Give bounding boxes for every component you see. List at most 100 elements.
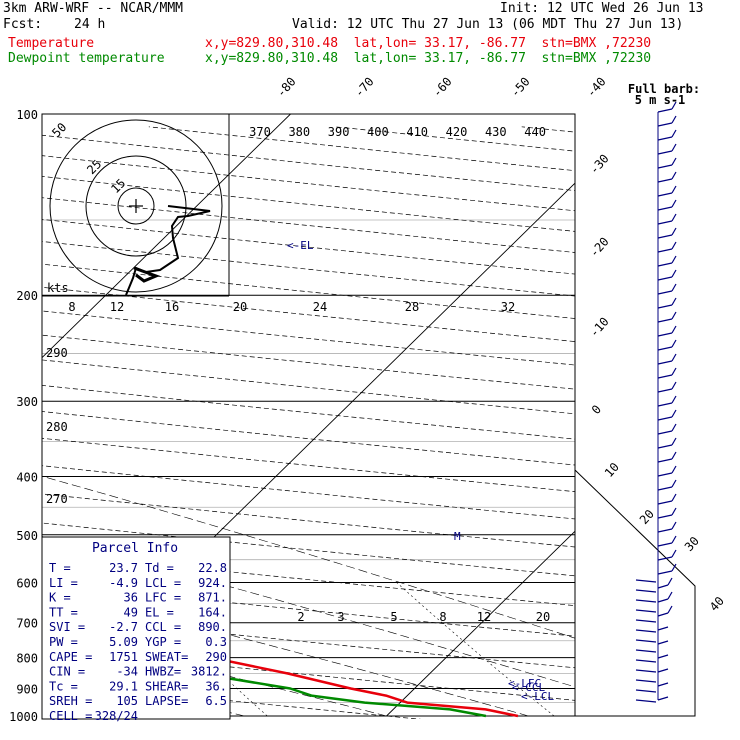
parcel-info-key: LFC =: [145, 591, 181, 605]
parcel-info-value: 23.7: [109, 561, 138, 575]
wind-barb-flag: [671, 101, 677, 110]
wind-barb: [657, 304, 673, 309]
wind-barb-flag: [671, 213, 677, 222]
isotherm-label: -20: [587, 235, 612, 260]
wind-barb-flag: [671, 143, 677, 152]
wind-barb: [657, 150, 673, 155]
wind-barb: [657, 178, 673, 183]
wind-barb: [657, 682, 669, 687]
parcel-info-key: Tc =: [49, 679, 78, 693]
isotherm-line: [386, 530, 575, 717]
wind-barb: [657, 164, 673, 169]
theta-label: 440: [524, 125, 546, 139]
wind-barb: [657, 430, 673, 435]
wind-barb: [657, 360, 673, 365]
pressure-tick-label: 800: [16, 652, 38, 666]
wind-barb-flag: [671, 465, 677, 474]
parcel-info-value: 6.5: [205, 694, 227, 708]
isotherm-label: -80: [274, 75, 299, 100]
wind-barb-flag: [671, 311, 677, 320]
hodograph-ring: [85, 155, 187, 257]
parcel-info-key: CAPE =: [49, 650, 92, 664]
parcel-info-value: 164.: [198, 605, 227, 619]
lfc-level-label: <-LFC: [508, 677, 541, 690]
wind-barb-flag: [671, 297, 677, 306]
parcel-info-box: Parcel Info T = 23.7 Td = 22.8 LI = -4.9 LCL = 9…: [41, 536, 231, 723]
wind-barb-flag: [671, 493, 677, 502]
pressure-tick-label: 100: [16, 108, 38, 122]
mixing-ratio-label: 5: [390, 610, 397, 624]
wind-barb: [657, 626, 669, 631]
parcel-info-key: SVI =: [49, 620, 85, 634]
mixing-ratio-line: [396, 582, 555, 717]
profiles: [42, 628, 519, 718]
mixing-ratio-label: 8: [439, 610, 446, 624]
hodograph-ring-label: 15: [108, 176, 128, 196]
dry-adiabat-line: [42, 552, 575, 606]
parcel-info-key: HWBZ=: [145, 665, 181, 679]
wind-barb: [657, 528, 673, 533]
isotherm-label: 0: [589, 402, 604, 417]
parcel-info-key: SWEAT=: [145, 650, 188, 664]
wind-barb-flag: [671, 409, 677, 418]
hodograph-units-label: kts: [47, 281, 69, 295]
wind-barb: [657, 248, 673, 253]
temperature-legend: Temperature: [8, 36, 95, 51]
parcel-info-key: CCL =: [145, 620, 181, 634]
wind-barb: [657, 290, 673, 295]
pressure-tick-label: 700: [16, 617, 38, 631]
dry-adiabat-line: [521, 126, 575, 133]
wind-speed-label: 32: [501, 300, 515, 314]
isotherm-label: 30: [682, 534, 702, 554]
pressure-tick-label: 500: [16, 529, 38, 543]
wind-barb: [657, 584, 669, 589]
wind-barb: [657, 500, 673, 505]
wind-speed-label: 24: [313, 300, 327, 314]
wind-barb: [657, 122, 673, 127]
wind-barb-flag: [671, 381, 677, 390]
chart-frame: [41, 113, 696, 717]
wind-barb: [657, 654, 669, 659]
dry-adiabat-line: [335, 126, 575, 152]
wind-barb: [657, 206, 673, 211]
isotherm-label: 10: [602, 460, 622, 480]
wind-speed-label: 16: [165, 300, 179, 314]
wind-barb-flag: [671, 535, 677, 544]
mixing-ratio-label: 12: [477, 610, 491, 624]
wind-barb-lower: [635, 579, 657, 583]
temperature-location: x,y=829.80,310.48 lat,lon= 33.17, -86.77…: [205, 36, 652, 51]
wind-barb: [657, 276, 673, 281]
wind-barb-lower: [635, 619, 657, 623]
wind-barb: [657, 374, 673, 379]
wind-barbs: Full barb:5 m s-1: [628, 82, 700, 703]
parcel-info-value: 5.09: [109, 635, 138, 649]
parcel-info-value: 29.1: [109, 679, 138, 693]
wind-barb-flag: [671, 171, 677, 180]
parcel-info-value: 290: [205, 650, 227, 664]
wind-barb-flag: [671, 353, 677, 362]
parcel-info-value: 22.8: [198, 561, 227, 575]
wind-barb-flag: [671, 437, 677, 446]
wind-barb-lower: [635, 599, 657, 603]
isotherm-label: -30: [587, 152, 612, 177]
wind-barb: [657, 542, 673, 547]
wind-key-units: 5 m s-1: [635, 93, 686, 107]
wind-speed-label: 28: [405, 300, 419, 314]
pressure-tick-label: 200: [16, 289, 38, 303]
wind-barb: [657, 696, 669, 701]
parcel-info-key: CELL =: [49, 709, 92, 723]
mixing-ratio-label: 20: [536, 610, 550, 624]
parcel-info-key: LAPSE=: [145, 694, 188, 708]
parcel-info-key: LCL =: [145, 576, 181, 590]
ccl-level-label: <-CCL: [512, 681, 545, 694]
parcel-info-key: PW =: [49, 635, 78, 649]
wind-barb: [657, 234, 673, 239]
hodograph-ring-label: 50: [49, 120, 69, 140]
hodograph-ring: [117, 187, 155, 225]
wind-barb: [657, 346, 673, 351]
forecast-hour: 24 h: [74, 17, 106, 32]
wind-speed-label: 8: [68, 300, 75, 314]
theta-e-label: 270: [46, 492, 68, 506]
dry-adiabat-line: [708, 127, 740, 729]
wind-barb: [657, 416, 673, 421]
